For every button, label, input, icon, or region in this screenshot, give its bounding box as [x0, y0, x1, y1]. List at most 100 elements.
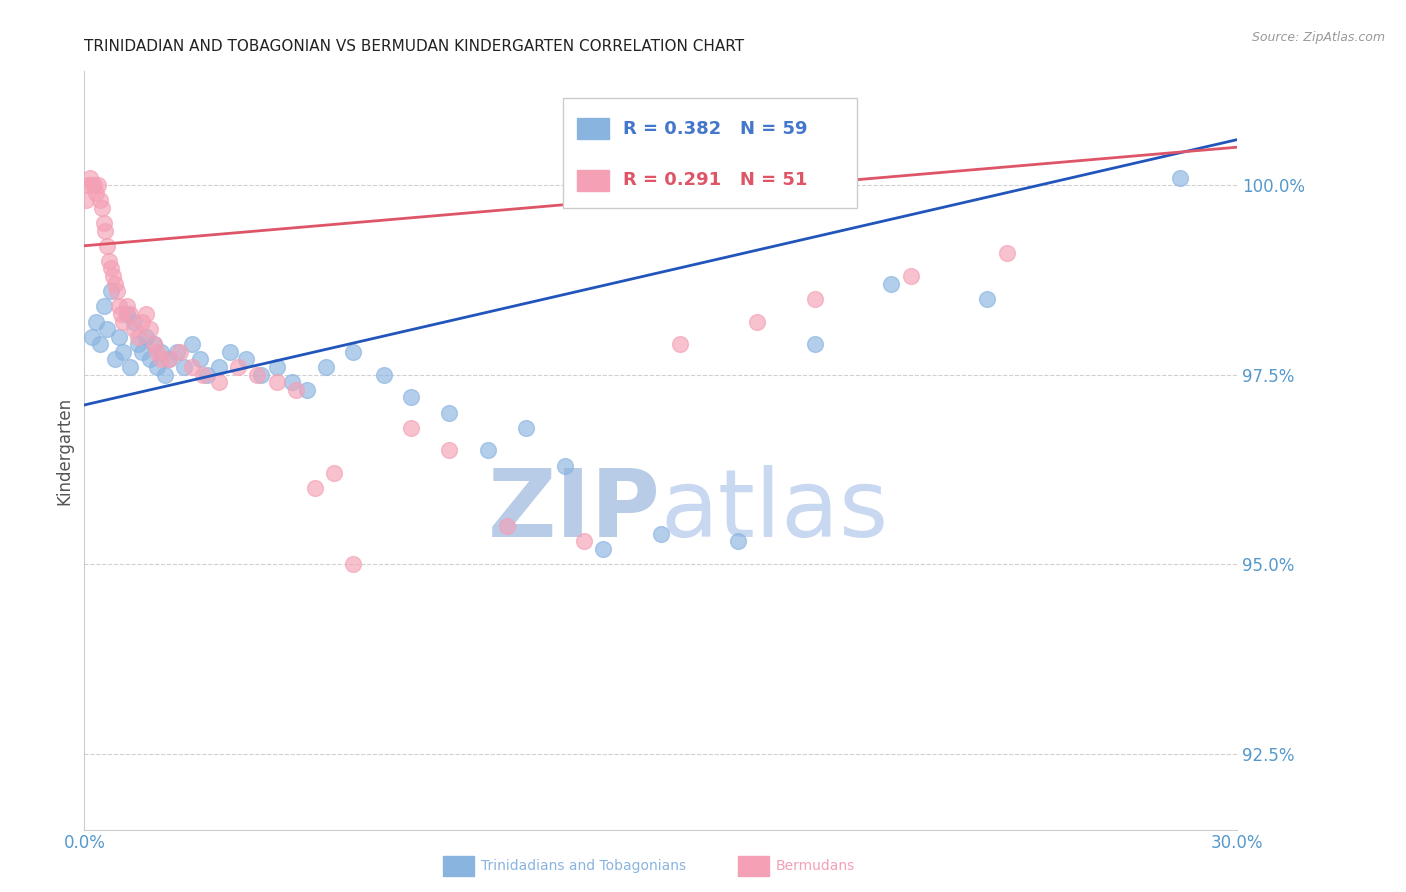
Point: [342, 345, 364, 359]
Point: [142, 337, 165, 351]
Point: [745, 314, 768, 328]
Point: [669, 337, 692, 351]
Point: [880, 277, 903, 291]
Point: [219, 345, 242, 359]
Point: [554, 458, 576, 473]
Point: [900, 269, 922, 284]
Point: [266, 375, 288, 389]
Point: [84, 186, 107, 200]
Point: [193, 368, 215, 382]
Point: [96, 239, 118, 253]
Point: [96, 322, 118, 336]
Point: [89, 194, 111, 208]
Point: [373, 368, 395, 382]
Point: [135, 307, 157, 321]
Point: [93, 216, 115, 230]
Point: [138, 352, 160, 367]
Point: [80, 178, 103, 193]
Point: [115, 307, 138, 321]
Text: R = 0.291   N = 51: R = 0.291 N = 51: [623, 171, 807, 189]
Text: ZIP: ZIP: [488, 465, 661, 558]
Point: [195, 368, 218, 382]
Point: [77, 178, 100, 193]
Point: [124, 322, 146, 336]
Point: [104, 352, 127, 367]
Point: [150, 345, 173, 359]
Point: [127, 330, 149, 344]
Point: [592, 541, 614, 556]
Point: [181, 360, 204, 375]
Point: [146, 360, 169, 375]
Point: [284, 383, 307, 397]
Point: [803, 337, 825, 351]
Point: [124, 314, 146, 328]
Point: [188, 352, 211, 367]
Point: [157, 352, 180, 367]
Point: [104, 277, 127, 291]
Point: [94, 224, 117, 238]
Point: [169, 345, 191, 359]
Text: Trinidadians and Tobagonians: Trinidadians and Tobagonians: [481, 859, 686, 873]
Point: [439, 443, 461, 458]
Y-axis label: Kindergarten: Kindergarten: [55, 396, 73, 505]
Point: [127, 337, 149, 351]
Point: [976, 292, 998, 306]
Point: [111, 345, 134, 359]
Point: [110, 307, 132, 321]
Point: [80, 330, 103, 344]
Point: [142, 337, 165, 351]
Point: [93, 300, 115, 314]
Point: [131, 345, 153, 359]
Point: [150, 352, 173, 367]
Point: [1168, 170, 1191, 185]
Point: [135, 330, 157, 344]
Point: [146, 345, 169, 359]
Text: R = 0.382   N = 59: R = 0.382 N = 59: [623, 120, 807, 137]
Point: [103, 269, 124, 284]
Point: [477, 443, 499, 458]
Text: atlas: atlas: [661, 465, 889, 558]
Point: [105, 285, 128, 299]
Point: [246, 368, 269, 382]
Point: [131, 314, 153, 328]
Point: [226, 360, 249, 375]
Point: [87, 178, 110, 193]
Point: [100, 261, 122, 276]
Point: [208, 360, 231, 375]
Point: [100, 285, 122, 299]
Point: [173, 360, 195, 375]
Point: [399, 391, 422, 405]
Point: [111, 314, 134, 328]
Point: [266, 360, 288, 375]
Point: [108, 300, 131, 314]
Point: [727, 534, 749, 549]
Point: [650, 526, 672, 541]
Point: [90, 201, 112, 215]
Point: [115, 300, 138, 314]
Point: [803, 292, 825, 306]
Point: [181, 337, 204, 351]
Point: [250, 368, 273, 382]
Point: [83, 178, 105, 193]
Text: Source: ZipAtlas.com: Source: ZipAtlas.com: [1251, 31, 1385, 45]
Point: [399, 421, 422, 435]
Point: [572, 534, 595, 549]
Point: [995, 246, 1018, 260]
Text: TRINIDADIAN AND TOBAGONIAN VS BERMUDAN KINDERGARTEN CORRELATION CHART: TRINIDADIAN AND TOBAGONIAN VS BERMUDAN K…: [84, 38, 745, 54]
Point: [153, 368, 176, 382]
Point: [157, 352, 180, 367]
Point: [208, 375, 231, 389]
Point: [281, 375, 304, 389]
Point: [79, 170, 101, 185]
Point: [235, 352, 257, 367]
FancyBboxPatch shape: [562, 98, 856, 208]
Point: [120, 360, 142, 375]
Point: [342, 558, 364, 572]
FancyBboxPatch shape: [576, 118, 609, 139]
Point: [75, 194, 97, 208]
FancyBboxPatch shape: [576, 169, 609, 191]
Point: [323, 467, 346, 481]
Point: [138, 322, 160, 336]
Point: [84, 314, 107, 328]
Point: [515, 421, 537, 435]
